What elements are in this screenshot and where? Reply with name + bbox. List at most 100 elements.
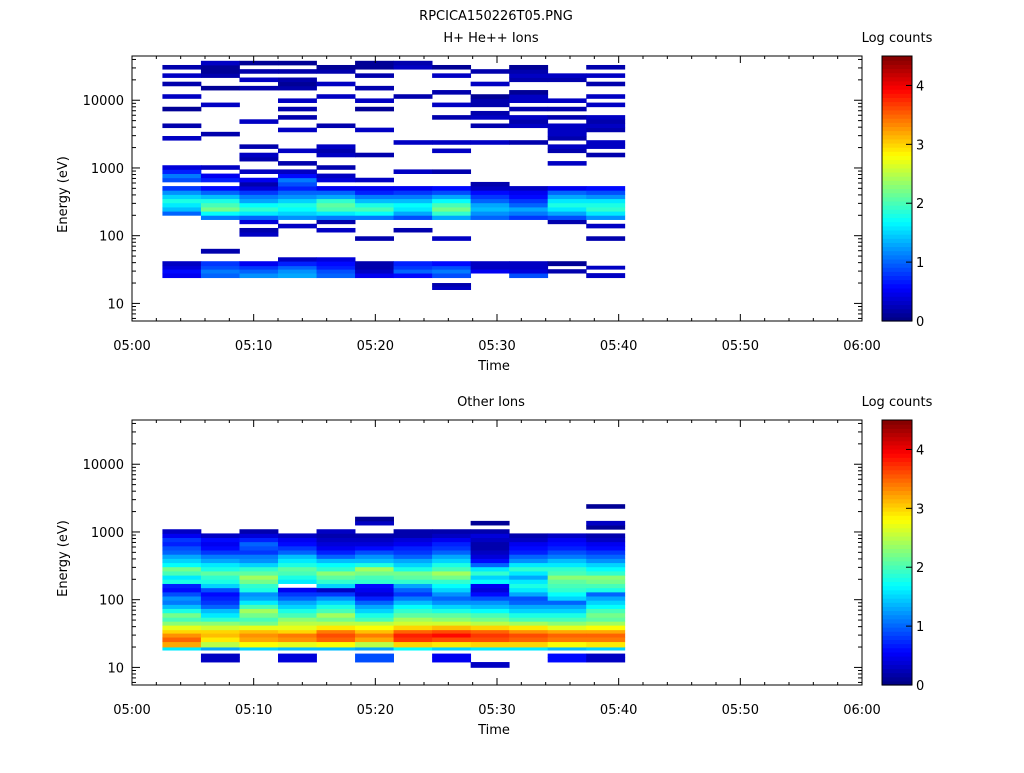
heatmap-cell (393, 625, 433, 631)
heatmap-cell (355, 583, 394, 589)
colorbar-swatch (882, 552, 912, 558)
heatmap-cell (432, 73, 472, 78)
colorbar-swatch (882, 163, 912, 169)
heatmap-cell (239, 181, 279, 187)
heatmap-cell (586, 541, 626, 547)
heatmap-cell (162, 575, 202, 580)
heatmap-cell (162, 617, 202, 622)
heatmap-cell (200, 202, 240, 208)
colorbar-swatch (882, 593, 912, 599)
heatmap-cell (432, 596, 472, 601)
heatmap-cell (586, 575, 626, 580)
heatmap-cell (355, 637, 394, 643)
heatmap-cell (239, 265, 279, 270)
heatmap-cell (355, 533, 394, 538)
heatmap-cell (432, 236, 472, 241)
heatmap-cell (278, 579, 317, 584)
heatmap-cell (355, 516, 394, 522)
x-tick-label: 05:00 (113, 339, 150, 354)
heatmap-cell (200, 566, 240, 572)
heatmap-cell (316, 545, 356, 551)
colorbar-swatch (882, 72, 912, 78)
heatmap-cell (355, 612, 394, 618)
heatmap-cell (162, 600, 202, 605)
heatmap-cell (586, 215, 626, 220)
heatmap-cell (316, 81, 356, 87)
heatmap-cell (547, 136, 587, 141)
heatmap-cell (393, 596, 433, 601)
heatmap-cell (355, 152, 394, 158)
heatmap-cell (586, 190, 626, 195)
heatmap-cell (470, 541, 510, 547)
heatmap-cell (393, 604, 433, 609)
heatmap-cell (355, 591, 394, 597)
heatmap-cell (586, 265, 626, 270)
heatmap-cell (470, 269, 510, 274)
heatmap-cell (162, 566, 202, 572)
heatmap-cell (355, 562, 394, 568)
heatmap-cell (239, 169, 279, 174)
heatmap-cell (278, 85, 317, 91)
heatmap-cell (278, 562, 317, 568)
colorbar-swatch (882, 473, 912, 479)
heatmap-cell (432, 286, 472, 290)
heatmap-cell (200, 621, 240, 626)
heatmap-cell (586, 641, 626, 648)
heatmap-cell (586, 525, 626, 530)
heatmap-cell (509, 625, 549, 631)
heatmap-cell (239, 156, 279, 162)
heatmap-cell (316, 144, 356, 149)
heatmap-cell (547, 261, 587, 267)
heatmap-cell (355, 604, 394, 609)
heatmap-cell (239, 571, 279, 576)
heatmap-cell (316, 202, 356, 208)
heatmap-cell (355, 261, 394, 267)
heatmap-cell (278, 587, 317, 593)
heatmap-cell (316, 587, 356, 593)
heatmap-cell (509, 558, 549, 564)
heatmap-cell (200, 194, 240, 200)
colorbar-swatch (882, 614, 912, 620)
heatmap-cell (316, 571, 356, 576)
x-tick-label: 05:10 (235, 703, 272, 718)
heatmap-cell (162, 608, 202, 614)
colorbar-swatch (882, 271, 912, 277)
heatmap-cell (278, 127, 317, 133)
heatmap-cell (547, 587, 587, 593)
heatmap-cells (162, 60, 626, 290)
heatmap-cell (470, 181, 510, 187)
colorbar-swatch (882, 130, 912, 136)
heatmap-cell (470, 617, 510, 622)
heatmap-cell (432, 566, 472, 572)
heatmap-cell (278, 269, 317, 274)
colorbar-swatch (882, 469, 912, 475)
y-axis-label: Energy (eV) (56, 156, 71, 233)
heatmap-cell (470, 265, 510, 270)
colorbar-swatch (882, 250, 912, 256)
heatmap-cell (470, 625, 510, 631)
colorbar-swatch (882, 631, 912, 636)
heatmap-cell (239, 608, 279, 614)
heatmap-cell (470, 533, 510, 538)
colorbar-swatch (882, 448, 912, 454)
heatmap-cell (432, 198, 472, 204)
heatmap-cell (239, 119, 279, 124)
heatmap-cell (509, 69, 549, 74)
colorbar-swatch (882, 89, 912, 94)
heatmap-cell (509, 583, 549, 589)
heatmap-cell (547, 211, 587, 216)
heatmap-cell (393, 545, 433, 551)
y-axis-label: Energy (eV) (56, 520, 71, 597)
heatmap-cell (278, 257, 317, 262)
colorbar-swatch (882, 118, 912, 123)
heatmap-cell (509, 571, 549, 576)
heatmap-cell (509, 550, 549, 555)
heatmap-cell (393, 140, 433, 145)
heatmap-cell (586, 81, 626, 87)
heatmap-cell (316, 211, 356, 216)
colorbar-tick-label: 1 (916, 620, 924, 635)
heatmap-cell (393, 265, 433, 270)
heatmap-cell (278, 571, 317, 576)
x-axis-label: Time (477, 723, 510, 738)
